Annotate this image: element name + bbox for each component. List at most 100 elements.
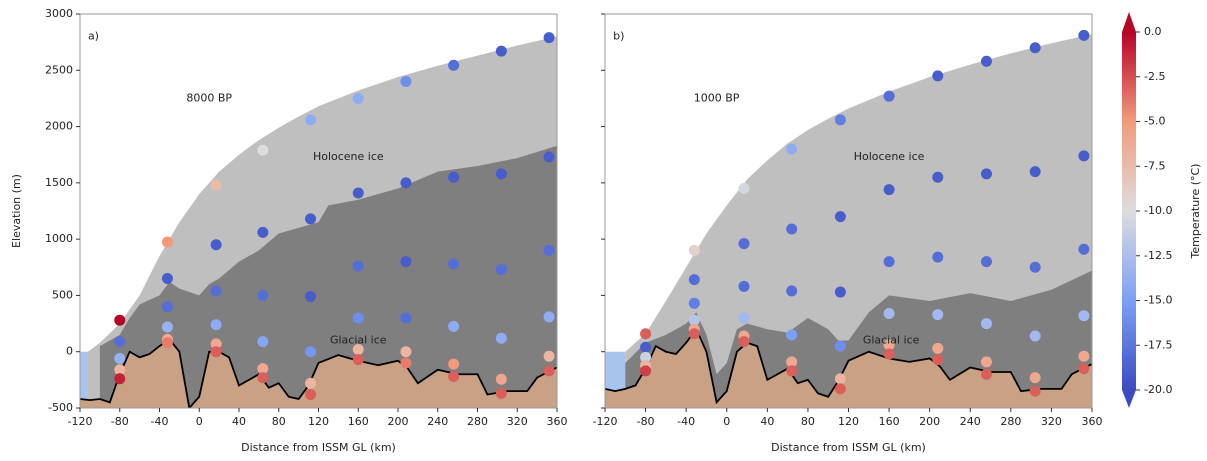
sample-point xyxy=(495,387,507,399)
x-tick-label: 360 xyxy=(547,415,568,428)
sample-point xyxy=(400,177,412,189)
sample-point xyxy=(883,184,895,196)
ocean xyxy=(80,351,88,408)
sample-point xyxy=(834,383,846,395)
y-tick-label: 500 xyxy=(52,288,73,301)
sample-point xyxy=(448,59,460,71)
x-tick-label: 160 xyxy=(879,415,900,428)
x-tick-label: 80 xyxy=(801,415,815,428)
sample-point xyxy=(1029,42,1041,54)
sample-point xyxy=(834,340,846,352)
sample-point xyxy=(688,297,700,309)
sample-point xyxy=(786,329,798,341)
colorbar: 0.0 -2.5 -5.0 -7.5 -10.0 -12.5 -15.0 -17.5 -20.0… xyxy=(1122,12,1202,408)
x-tick-label: 280 xyxy=(1000,415,1021,428)
y-tick-label: -500 xyxy=(48,401,73,414)
sample-point xyxy=(980,368,992,380)
region-label: Holocene ice xyxy=(313,150,384,163)
sample-point xyxy=(210,239,222,251)
sample-point xyxy=(883,339,895,351)
sample-point xyxy=(883,256,895,268)
x-tick-label: 320 xyxy=(1041,415,1062,428)
sample-point xyxy=(543,365,555,377)
x-tick-label: 280 xyxy=(467,415,488,428)
sample-point xyxy=(305,213,317,225)
sample-point xyxy=(543,350,555,362)
x-tick-label: -40 xyxy=(677,415,695,428)
sample-point xyxy=(1029,372,1041,384)
sample-point xyxy=(1029,166,1041,178)
x-tick-label: 240 xyxy=(427,415,448,428)
x-tick-label: 40 xyxy=(232,415,246,428)
y-tick-label: 1000 xyxy=(45,232,73,245)
sample-point xyxy=(448,358,460,370)
colorbar-tick-label: -5.0 xyxy=(1144,115,1165,128)
sample-point xyxy=(210,319,222,331)
sample-point xyxy=(980,256,992,268)
sample-point xyxy=(352,343,364,355)
sample-point xyxy=(980,168,992,180)
sample-point xyxy=(257,336,269,348)
sample-point xyxy=(738,238,750,250)
colorbar-extend-top xyxy=(1122,12,1136,32)
sample-point xyxy=(883,307,895,319)
x-axis-label: Distance from ISSM GL (km) xyxy=(771,441,926,454)
colorbar-tick-label: -2.5 xyxy=(1144,70,1165,83)
sample-point xyxy=(352,187,364,199)
sample-point xyxy=(834,286,846,298)
sample-point xyxy=(305,291,317,303)
colorbar-label: Temperature (°C) xyxy=(1189,164,1202,260)
colorbar-tick-label: -10.0 xyxy=(1144,204,1172,217)
sample-point xyxy=(114,336,126,348)
sample-point xyxy=(210,179,222,191)
region-label: Glacial ice xyxy=(863,333,920,346)
sample-point xyxy=(400,256,412,268)
x-tick-label: -120 xyxy=(593,415,618,428)
x-tick-label: 40 xyxy=(760,415,774,428)
sample-point xyxy=(352,92,364,104)
sample-point xyxy=(738,280,750,292)
time-label: 8000 BP xyxy=(186,91,232,104)
sample-point xyxy=(640,351,652,363)
y-tick-label: 2500 xyxy=(45,63,73,76)
sample-point xyxy=(834,211,846,223)
sample-point xyxy=(257,372,269,384)
colorbar-tick-label: -7.5 xyxy=(1144,159,1165,172)
panel: -120 -80 -40 0 40 80 120 160 200 240 280 320 360 Dist… xyxy=(593,13,1103,454)
sample-point xyxy=(640,365,652,377)
sample-point xyxy=(352,260,364,272)
sample-point xyxy=(786,365,798,377)
sample-point xyxy=(738,312,750,324)
panel-label: a) xyxy=(88,30,99,43)
sample-point xyxy=(161,337,173,349)
sample-point xyxy=(305,346,317,358)
sample-point xyxy=(352,354,364,366)
sample-point xyxy=(210,346,222,358)
sample-point xyxy=(738,336,750,348)
sample-point xyxy=(1029,330,1041,342)
sample-point xyxy=(1029,261,1041,273)
sample-point xyxy=(210,338,222,350)
sample-point xyxy=(1078,350,1090,362)
x-tick-label: -80 xyxy=(637,415,655,428)
x-tick-label: -120 xyxy=(68,415,93,428)
region-label: Glacial ice xyxy=(330,333,387,346)
sample-point xyxy=(495,373,507,385)
sample-point xyxy=(688,274,700,286)
x-tick-label: 320 xyxy=(507,415,528,428)
x-tick-label: 0 xyxy=(723,415,730,428)
sample-point xyxy=(834,373,846,385)
sample-point xyxy=(400,346,412,358)
region-label: Holocene ice xyxy=(854,150,925,163)
sample-point xyxy=(161,236,173,248)
x-tick-label: -40 xyxy=(151,415,169,428)
colorbar-tick-label: -17.5 xyxy=(1144,338,1172,351)
x-tick-label: 120 xyxy=(308,415,329,428)
y-tick-label: 0 xyxy=(66,345,73,358)
colorbar-extend-bottom xyxy=(1122,390,1136,408)
colorbar-tick-label: -12.5 xyxy=(1144,249,1172,262)
sample-point xyxy=(980,55,992,67)
sample-point xyxy=(543,32,555,44)
sample-point xyxy=(932,251,944,263)
